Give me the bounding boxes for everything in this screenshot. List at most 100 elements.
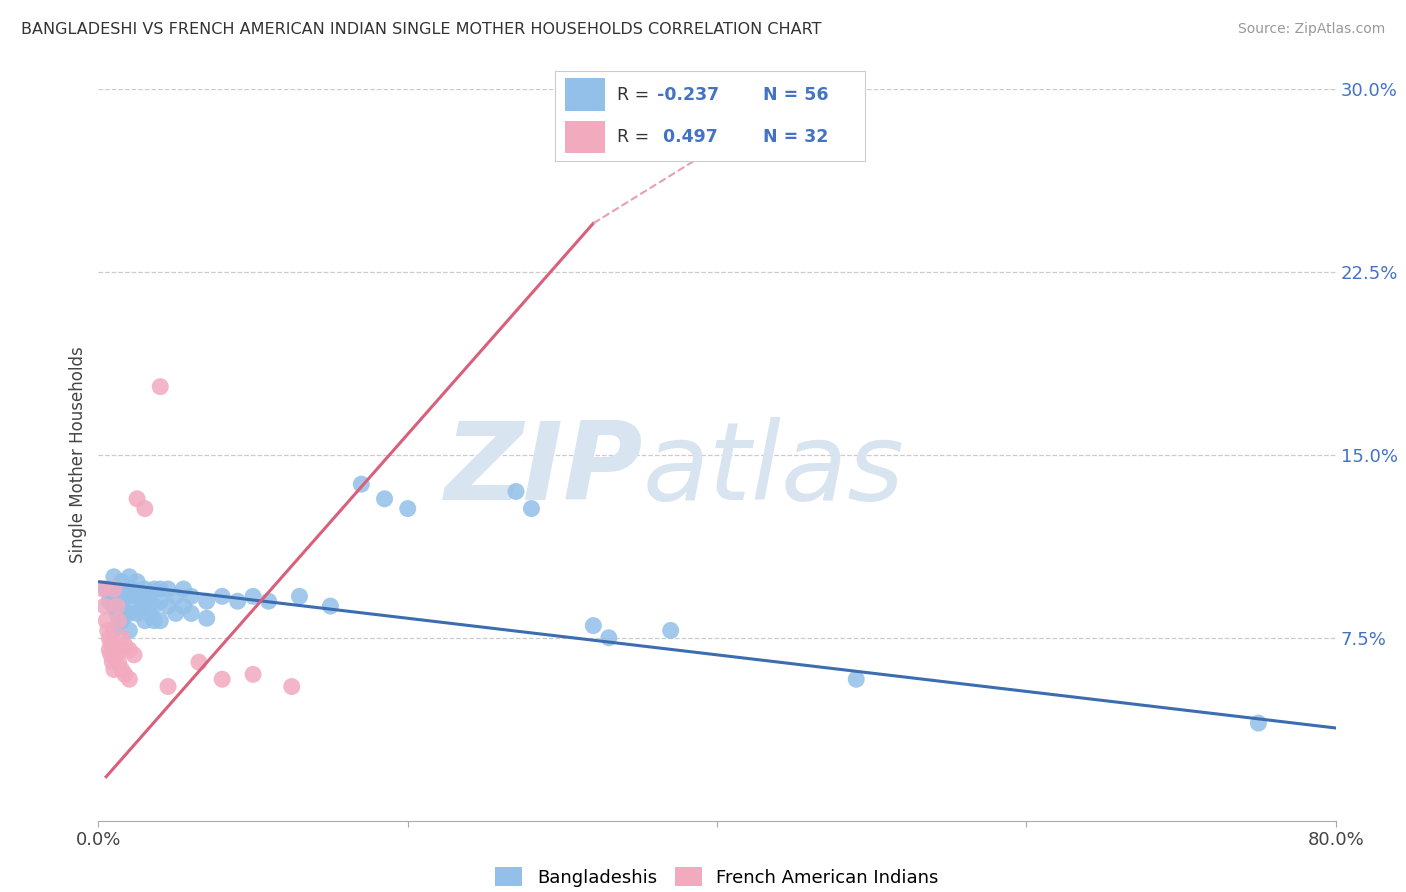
Point: [118, 587, 141, 601]
Point: [105, 607, 128, 621]
Point: [134, 501, 156, 516]
Text: -0.237: -0.237: [658, 86, 720, 103]
Point: [121, 582, 143, 596]
Point: [149, 379, 172, 393]
Point: [122, 648, 145, 662]
Point: [288, 590, 311, 604]
Point: [138, 607, 160, 621]
Point: [127, 491, 149, 506]
Point: [188, 655, 211, 669]
Point: [103, 570, 125, 584]
Point: [103, 599, 125, 613]
Point: [257, 594, 280, 608]
Point: [319, 599, 342, 613]
Point: [520, 501, 543, 516]
Point: [103, 663, 125, 677]
Point: [131, 590, 153, 604]
Point: [242, 667, 264, 681]
Point: [127, 574, 149, 589]
Point: [173, 582, 195, 596]
Point: [107, 655, 129, 669]
Point: [396, 501, 419, 516]
Point: [111, 614, 134, 628]
Text: N = 56: N = 56: [762, 86, 828, 103]
Point: [195, 611, 218, 625]
Point: [100, 648, 122, 662]
Point: [97, 624, 120, 638]
Point: [118, 624, 141, 638]
Text: BANGLADESHI VS FRENCH AMERICAN INDIAN SINGLE MOTHER HOUSEHOLDS CORRELATION CHART: BANGLADESHI VS FRENCH AMERICAN INDIAN SI…: [21, 22, 821, 37]
Point: [149, 594, 172, 608]
Text: R =: R =: [617, 128, 655, 146]
Point: [103, 624, 125, 638]
Point: [118, 570, 141, 584]
Point: [115, 607, 138, 621]
Point: [180, 607, 202, 621]
Point: [118, 643, 141, 657]
Text: Source: ZipAtlas.com: Source: ZipAtlas.com: [1237, 22, 1385, 37]
Point: [101, 638, 124, 652]
Point: [98, 643, 121, 657]
Point: [98, 631, 121, 645]
Text: ZIP: ZIP: [444, 417, 643, 523]
Point: [211, 590, 233, 604]
Point: [101, 590, 124, 604]
Point: [598, 631, 620, 645]
Point: [157, 680, 180, 694]
Point: [211, 672, 233, 686]
Point: [111, 663, 134, 677]
Point: [103, 582, 125, 596]
Text: R =: R =: [617, 86, 655, 103]
Point: [114, 638, 136, 652]
Point: [105, 582, 128, 596]
Text: N = 32: N = 32: [762, 128, 828, 146]
Point: [350, 477, 373, 491]
Point: [165, 590, 187, 604]
Point: [115, 590, 138, 604]
Point: [226, 594, 249, 608]
Point: [134, 594, 156, 608]
FancyBboxPatch shape: [565, 121, 605, 153]
Point: [659, 624, 682, 638]
Point: [143, 599, 166, 613]
Point: [505, 484, 527, 499]
Point: [118, 672, 141, 686]
Point: [180, 590, 202, 604]
Point: [121, 599, 143, 613]
Point: [143, 582, 166, 596]
Point: [100, 635, 122, 649]
Point: [105, 648, 128, 662]
Point: [165, 607, 187, 621]
Point: [157, 582, 180, 596]
Point: [131, 601, 153, 615]
Legend: Bangladeshis, French American Indians: Bangladeshis, French American Indians: [488, 860, 946, 892]
Point: [96, 582, 118, 596]
Point: [173, 599, 195, 613]
Point: [111, 594, 134, 608]
Text: atlas: atlas: [643, 417, 904, 522]
Point: [98, 594, 121, 608]
Point: [103, 643, 125, 657]
Point: [195, 594, 218, 608]
Point: [111, 631, 134, 645]
Point: [134, 582, 156, 596]
Point: [242, 590, 264, 604]
Y-axis label: Single Mother Households: Single Mother Households: [69, 347, 87, 563]
Point: [111, 574, 134, 589]
Point: [114, 667, 136, 681]
Point: [149, 614, 172, 628]
Point: [582, 618, 605, 632]
Point: [91, 582, 114, 596]
Point: [374, 491, 396, 506]
Point: [93, 599, 115, 613]
Point: [107, 614, 129, 628]
Point: [845, 672, 868, 686]
Point: [127, 607, 149, 621]
Point: [149, 582, 172, 596]
Point: [118, 607, 141, 621]
Point: [143, 614, 166, 628]
Text: 0.497: 0.497: [658, 128, 718, 146]
Point: [1247, 716, 1270, 731]
FancyBboxPatch shape: [565, 78, 605, 111]
Point: [96, 614, 118, 628]
